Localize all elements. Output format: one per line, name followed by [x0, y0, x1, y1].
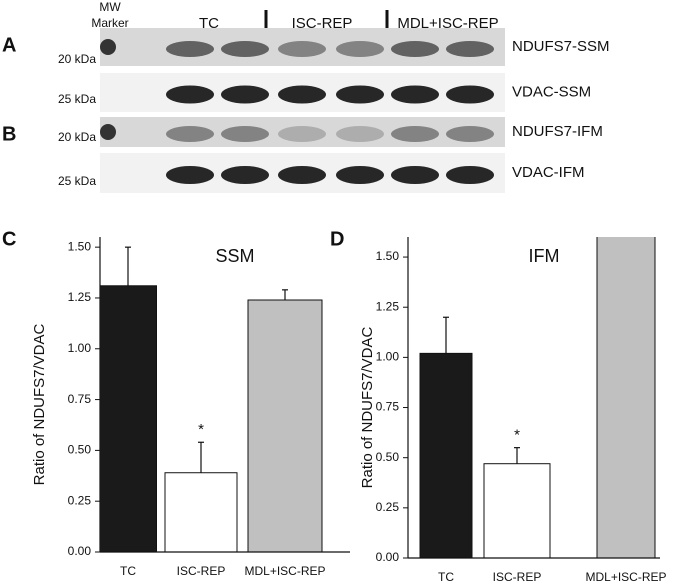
- band: [221, 85, 269, 104]
- band: [391, 41, 439, 57]
- x-tick-label: MDL+ISC-REP: [244, 564, 325, 578]
- bar: [100, 285, 157, 552]
- band: [446, 41, 494, 57]
- chart-title: SSM: [215, 246, 254, 266]
- size-label: 25 kDa: [58, 174, 96, 188]
- blot-label: NDUFS7-IFM: [512, 123, 603, 140]
- annotation: *: [514, 427, 520, 444]
- band: [391, 126, 439, 142]
- band: [336, 41, 384, 57]
- panel-letter: D: [330, 228, 344, 250]
- band: [166, 41, 214, 57]
- size-label: 25 kDa: [58, 92, 96, 106]
- y-tick-label: 1.50: [376, 249, 400, 263]
- marker-label: MW: [99, 0, 121, 14]
- y-tick-label: 1.50: [68, 239, 92, 253]
- band: [166, 85, 214, 104]
- band: [446, 126, 494, 142]
- plot-area: [419, 237, 656, 558]
- band: [278, 85, 326, 104]
- marker-band: [100, 124, 116, 140]
- panel-letter: B: [2, 123, 16, 145]
- plot-area: [100, 246, 323, 552]
- marker-label: Marker: [91, 16, 128, 30]
- band: [221, 41, 269, 57]
- chart-title: IFM: [529, 246, 560, 266]
- y-tick-label: 0.75: [68, 392, 92, 406]
- band: [391, 85, 439, 104]
- group-label: TC: [199, 15, 219, 32]
- band: [336, 166, 384, 184]
- y-tick-label: 0.00: [68, 544, 92, 558]
- band: [336, 85, 384, 104]
- band: [166, 166, 214, 184]
- panel-letter: A: [2, 34, 16, 56]
- size-label: 20 kDa: [58, 130, 96, 144]
- band: [278, 166, 326, 184]
- marker-band: [100, 39, 116, 55]
- y-tick-label: 0.50: [68, 443, 92, 457]
- band: [278, 41, 326, 57]
- bar: [596, 237, 656, 558]
- blot-label: NDUFS7-SSM: [512, 38, 610, 55]
- y-tick-label: 1.25: [68, 290, 92, 304]
- y-tick-label: 1.00: [376, 350, 400, 364]
- x-tick-label: TC: [438, 570, 454, 584]
- y-tick-label: 0.00: [376, 550, 400, 564]
- band: [391, 166, 439, 184]
- bar: [164, 472, 238, 552]
- blot-label: VDAC-IFM: [512, 164, 585, 181]
- band: [221, 126, 269, 142]
- bar: [483, 463, 551, 558]
- x-tick-label: ISC-REP: [493, 570, 542, 584]
- bar: [419, 352, 473, 558]
- x-tick-label: ISC-REP: [177, 564, 226, 578]
- band: [446, 85, 494, 104]
- x-tick-label: MDL+ISC-REP: [585, 570, 666, 584]
- y-tick-label: 0.25: [376, 500, 400, 514]
- band: [336, 126, 384, 142]
- panel-letter: C: [2, 228, 16, 250]
- y-tick-label: 1.25: [376, 299, 400, 313]
- y-tick-label: 0.25: [68, 493, 92, 507]
- bar: [247, 299, 323, 552]
- group-label: MDL+ISC-REP: [397, 15, 498, 32]
- band: [166, 126, 214, 142]
- y-tick-label: 0.50: [376, 450, 400, 464]
- y-axis-label: Ratio of NDUFS7/VDAC: [359, 326, 376, 488]
- y-tick-label: 0.75: [376, 400, 400, 414]
- y-tick-label: 1.00: [68, 341, 92, 355]
- size-label: 20 kDa: [58, 52, 96, 66]
- group-label: ISC-REP: [292, 15, 353, 32]
- blot-label: VDAC-SSM: [512, 83, 591, 100]
- band: [221, 166, 269, 184]
- band: [278, 126, 326, 142]
- annotation: *: [198, 421, 204, 438]
- band: [446, 166, 494, 184]
- x-tick-label: TC: [120, 564, 136, 578]
- y-axis-label: Ratio of NDUFS7/VDAC: [31, 323, 48, 485]
